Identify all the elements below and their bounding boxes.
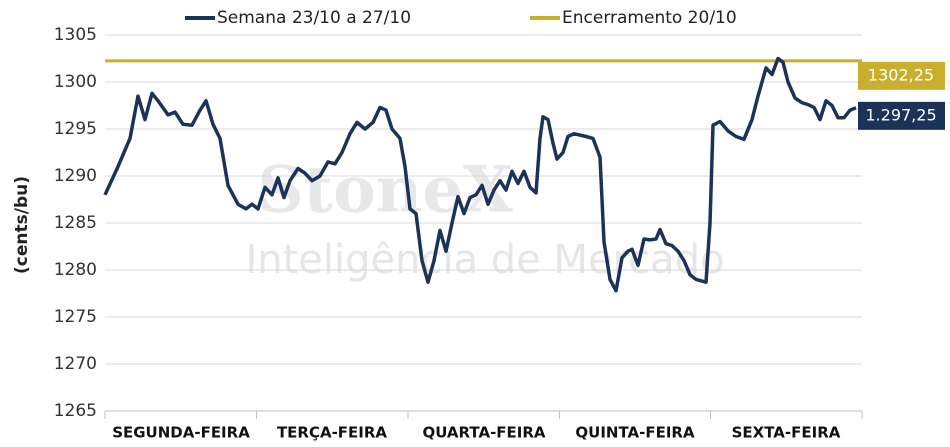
y-tick-label: 1290 — [54, 166, 97, 186]
watermark-brand: StoneX — [257, 153, 513, 228]
x-tick-label: QUINTA-FEIRA — [575, 424, 695, 442]
end-label: 1.297,25 — [865, 105, 936, 124]
series-line — [103, 56, 857, 293]
y-tick-label: 1295 — [54, 119, 97, 139]
legend-label: Semana 23/10 a 27/10 — [217, 8, 411, 28]
y-tick-label: 1280 — [54, 260, 97, 280]
end-label-box — [858, 101, 945, 130]
y-tick-label: 1305 — [54, 25, 97, 45]
x-tick-label: SEGUNDA-FEIRA — [112, 424, 250, 442]
watermark-tagline: Inteligência de Mercado — [245, 237, 724, 283]
y-tick-label: 1300 — [54, 72, 97, 92]
legend-label: Encerramento 20/10 — [562, 8, 737, 28]
x-tick-label: SEXTA-FEIRA — [732, 424, 841, 442]
x-tick-label: QUARTA-FEIRA — [422, 424, 545, 442]
y-tick-label: 1285 — [54, 213, 97, 233]
y-tick-label: 1270 — [54, 354, 97, 374]
reference-label-box — [858, 61, 945, 90]
y-axis-label: (cents/bu) — [12, 176, 32, 274]
reference-label: 1302,25 — [868, 65, 934, 84]
y-tick-label: 1265 — [54, 401, 97, 421]
y-tick-label: 1275 — [54, 307, 97, 327]
x-tick-label: TERÇA-FEIRA — [277, 424, 387, 442]
